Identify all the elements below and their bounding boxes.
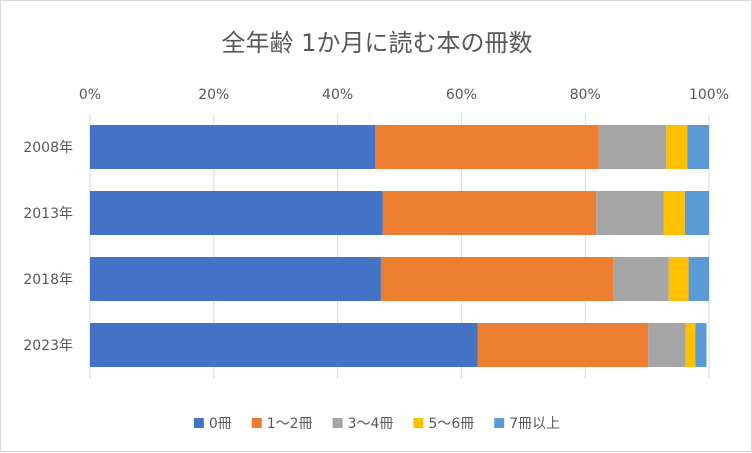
bar-segment <box>90 191 383 235</box>
bar-segment <box>598 125 667 169</box>
bar-segment <box>477 323 649 367</box>
x-tick-label: 40% <box>322 87 353 103</box>
x-axis-ticks: 0% 20% 40% 60% 80% 100% <box>79 87 729 103</box>
category-label: 2008年 <box>23 140 73 156</box>
legend-swatch <box>193 418 204 428</box>
bar-segment <box>90 125 376 169</box>
bar-segment <box>596 191 664 235</box>
bar-segment <box>613 257 669 301</box>
x-tick-label: 100% <box>689 87 729 103</box>
legend-label: 0冊 <box>209 416 232 432</box>
category-label: 2023年 <box>23 338 73 354</box>
bar-segment <box>648 323 686 367</box>
bar-segment <box>382 191 597 235</box>
legend-swatch <box>494 418 505 428</box>
bar-segment <box>663 191 685 235</box>
bar-segment <box>666 125 688 169</box>
x-tick-label: 60% <box>446 87 477 103</box>
y-axis-categories: 2008年 2013年 2018年 2023年 <box>23 140 73 354</box>
legend-label: 1～2冊 <box>267 416 313 432</box>
category-label: 2013年 <box>23 206 73 222</box>
bar-segment <box>684 191 709 235</box>
bar-segment <box>375 125 599 169</box>
legend: 0冊 1～2冊 3～4冊 5～6冊 7冊以上 <box>193 416 560 432</box>
bar-segment <box>687 125 709 169</box>
chart-title: 全年齢 1か月に読む本の冊数 <box>222 29 533 57</box>
bars <box>90 125 709 367</box>
bar-segment <box>90 323 478 367</box>
legend-swatch <box>332 418 343 428</box>
x-tick-label: 20% <box>198 87 229 103</box>
legend-label: 7冊以上 <box>509 416 560 432</box>
x-tick-label: 0% <box>79 87 101 103</box>
legend-label: 5～6冊 <box>428 416 474 432</box>
legend-label: 3～4冊 <box>348 416 394 432</box>
bar-segment <box>380 257 614 301</box>
bar-segment <box>668 257 689 301</box>
bar-segment <box>695 323 707 367</box>
x-tick-label: 80% <box>570 87 601 103</box>
bar-segment <box>685 323 696 367</box>
bar-segment <box>688 257 709 301</box>
category-label: 2018年 <box>23 272 73 288</box>
legend-swatch <box>251 418 262 428</box>
bar-segment <box>90 257 381 301</box>
legend-swatch <box>413 418 424 428</box>
